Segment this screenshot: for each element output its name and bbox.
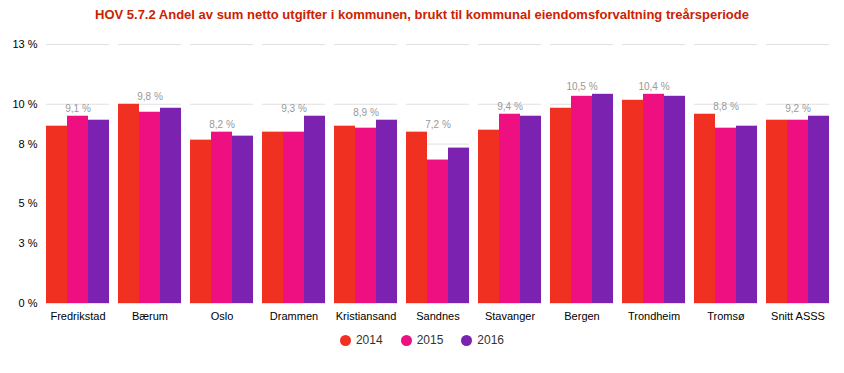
html-text:2015: 2015	[416, 333, 444, 347]
svg-text:10,5 %: 10,5 %	[566, 81, 597, 92]
svg-text:Sandnes: Sandnes	[416, 310, 460, 322]
svg-text:Bergen: Bergen	[564, 310, 599, 322]
svg-text:13 %: 13 %	[12, 38, 37, 50]
svg-text:Kristiansand: Kristiansand	[336, 310, 397, 322]
svg-text:Oslo: Oslo	[211, 310, 234, 322]
html-text:2014: 2014	[355, 333, 383, 347]
svg-text:3 %: 3 %	[19, 237, 38, 249]
svg-text:9,2 %: 9,2 %	[785, 103, 811, 114]
html-text:2016: 2016	[477, 333, 504, 347]
svg-text:Tromsø: Tromsø	[707, 310, 745, 322]
svg-text:9,1 %: 9,1 %	[65, 103, 91, 114]
svg-text:9,3 %: 9,3 %	[281, 103, 307, 114]
svg-text:Trondheim: Trondheim	[628, 310, 680, 322]
svg-text:Fredrikstad: Fredrikstad	[50, 310, 105, 322]
svg-text:10,4 %: 10,4 %	[638, 81, 669, 92]
svg-text:9,8 %: 9,8 %	[137, 91, 163, 102]
svg-text:8,2 %: 8,2 %	[209, 119, 235, 130]
svg-text:8,9 %: 8,9 %	[353, 107, 379, 118]
svg-text:7,2 %: 7,2 %	[425, 119, 451, 130]
svg-text:8,8 %: 8,8 %	[713, 101, 739, 112]
svg-text:8 %: 8 %	[19, 138, 38, 150]
svg-text:Bærum: Bærum	[132, 310, 168, 322]
svg-text:Snitt ASSS: Snitt ASSS	[771, 310, 825, 322]
html-text:HOV 5.7.2 Andel av sum netto u: HOV 5.7.2 Andel av sum netto utgifter i …	[95, 7, 749, 22]
svg-text:5 %: 5 %	[19, 197, 38, 209]
svg-text:9,4 %: 9,4 %	[497, 101, 523, 112]
svg-text:Stavanger: Stavanger	[485, 310, 535, 322]
svg-text:10 %: 10 %	[12, 98, 37, 110]
svg-text:0 %: 0 %	[19, 297, 38, 309]
svg-text:Drammen: Drammen	[270, 310, 318, 322]
